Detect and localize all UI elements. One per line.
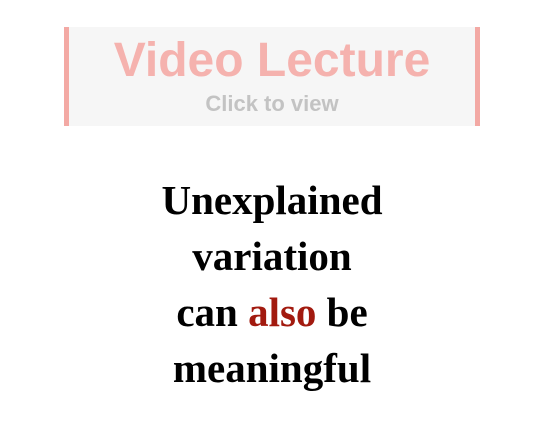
headline-line-1: Unexplained: [161, 177, 383, 223]
headline-line-4: meaningful: [172, 345, 372, 391]
headline-emphasis-also: also: [248, 289, 317, 335]
headline-line-3: can also be: [0, 284, 544, 340]
video-lecture-title: Video Lecture: [113, 34, 431, 87]
headline-word-can: can: [176, 289, 238, 335]
video-lecture-link[interactable]: Video Lecture Click to view: [64, 27, 480, 126]
click-to-view-label: Click to view: [205, 91, 339, 116]
headline-word-be: be: [326, 289, 368, 335]
headline-line-2: variation: [192, 233, 352, 279]
slide-headline: Unexplained variation can also be meanin…: [0, 172, 544, 396]
